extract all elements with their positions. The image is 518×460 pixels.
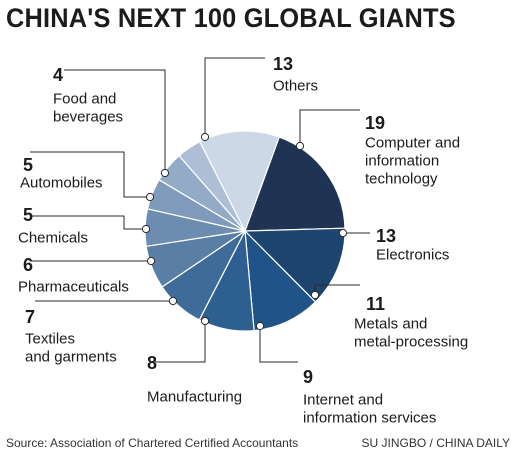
slice-category-label-3: Internet and information services xyxy=(303,391,436,426)
leader-line-9 xyxy=(64,69,166,173)
slice-category-label-1: Electronics xyxy=(376,246,449,263)
slice-value-label-5: 7 xyxy=(25,307,35,327)
slice-category-label-9: Food and beverages xyxy=(53,90,123,125)
slice-category-label-0: Computer and information technology xyxy=(365,134,460,187)
leader-dot-6 xyxy=(146,256,156,266)
slice-value-label-6: 6 xyxy=(23,255,33,275)
pie-slices xyxy=(144,130,346,332)
source-note: Source: Association of Chartered Certifi… xyxy=(6,436,299,450)
pie-slice-2 xyxy=(244,229,317,332)
pie-slice-10 xyxy=(199,130,280,233)
leader-dot-8 xyxy=(145,192,155,202)
leader-lines xyxy=(30,57,370,363)
slice-value-label-4: 8 xyxy=(147,353,157,373)
slice-category-label-7: Chemicals xyxy=(18,229,88,246)
slice-category-label-2: Metals and metal-processing xyxy=(354,315,468,350)
leader-line-8 xyxy=(30,151,150,198)
leader-dot-10 xyxy=(200,132,210,142)
slice-category-label-10: Others xyxy=(273,77,318,94)
leader-dot-3 xyxy=(255,321,265,331)
leader-line-0 xyxy=(299,109,360,146)
leader-dot-1 xyxy=(338,228,348,238)
slice-value-label-10: 13 xyxy=(273,54,293,74)
slice-category-label-5: Textiles and garments xyxy=(25,330,117,365)
leader-dot-7 xyxy=(141,224,151,234)
leader-dot-5 xyxy=(168,296,178,306)
leader-dot-9 xyxy=(160,168,170,178)
slice-category-label-6: Pharmaceuticals xyxy=(18,278,129,295)
leader-dot-4 xyxy=(200,316,210,326)
slice-value-label-0: 19 xyxy=(365,113,385,133)
leader-line-10 xyxy=(204,57,265,137)
slice-value-label-2: 11 xyxy=(366,294,385,314)
leader-line-7 xyxy=(30,215,146,230)
slice-value-label-1: 13 xyxy=(376,226,396,246)
chart-title: CHINA'S NEXT 100 GLOBAL GIANTS xyxy=(6,3,456,33)
slice-category-label-8: Automobiles xyxy=(20,174,103,191)
slice-value-label-7: 5 xyxy=(23,205,33,225)
slice-value-label-3: 9 xyxy=(303,367,313,387)
leader-dot-2 xyxy=(310,290,320,300)
pie-slice-0 xyxy=(244,136,346,232)
slice-value-label-8: 5 xyxy=(23,155,33,175)
leader-dot-0 xyxy=(295,141,305,151)
slice-category-label-4: Manufacturing xyxy=(147,388,242,405)
slice-value-label-9: 4 xyxy=(53,65,63,85)
leader-line-4 xyxy=(155,321,206,363)
credit-line: SU JINGBO / CHINA DAILY xyxy=(361,436,510,450)
leader-line-3 xyxy=(259,326,298,363)
